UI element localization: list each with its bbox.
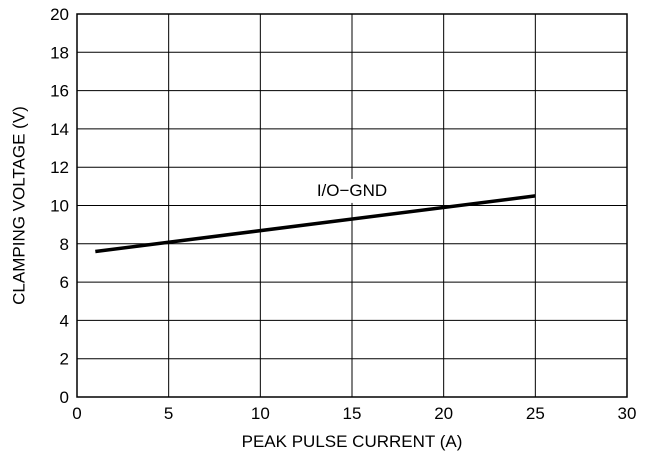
x-tick-label: 0 bbox=[72, 404, 81, 423]
x-tick-label: 25 bbox=[526, 404, 545, 423]
y-tick-label: 8 bbox=[60, 235, 69, 254]
y-tick-label: 4 bbox=[60, 311, 69, 330]
y-tick-label: 2 bbox=[60, 350, 69, 369]
x-tick-label: 5 bbox=[164, 404, 173, 423]
y-tick-label: 20 bbox=[50, 5, 69, 24]
series-line bbox=[95, 194, 536, 254]
y-tick-label: 0 bbox=[60, 388, 69, 407]
x-tick-label: 10 bbox=[251, 404, 270, 423]
series-label-background bbox=[299, 178, 405, 203]
x-tick-label: 30 bbox=[618, 404, 637, 423]
grid-lines bbox=[76, 13, 628, 398]
series-lines bbox=[95, 194, 536, 254]
series-label: I/O−GND bbox=[317, 181, 387, 200]
y-tick-label: 16 bbox=[50, 82, 69, 101]
y-axis-title: CLAMPING VOLTAGE (V) bbox=[9, 106, 28, 305]
y-tick-label: 6 bbox=[60, 273, 69, 292]
x-axis-title: PEAK PULSE CURRENT (A) bbox=[242, 432, 463, 451]
y-tick-label: 12 bbox=[50, 158, 69, 177]
plot-frame bbox=[76, 13, 628, 398]
y-tick-label: 18 bbox=[50, 43, 69, 62]
plot-border bbox=[76, 13, 628, 398]
y-tick-label: 14 bbox=[50, 120, 69, 139]
x-tick-label: 15 bbox=[343, 404, 362, 423]
tick-labels: 0 5 10 15 20 25 30 0 2 4 6 8 10 12 14 16 18 20 bbox=[50, 5, 636, 423]
y-tick-label: 10 bbox=[50, 197, 69, 216]
annotations: I/O−GND bbox=[299, 178, 405, 203]
x-tick-label: 20 bbox=[434, 404, 453, 423]
